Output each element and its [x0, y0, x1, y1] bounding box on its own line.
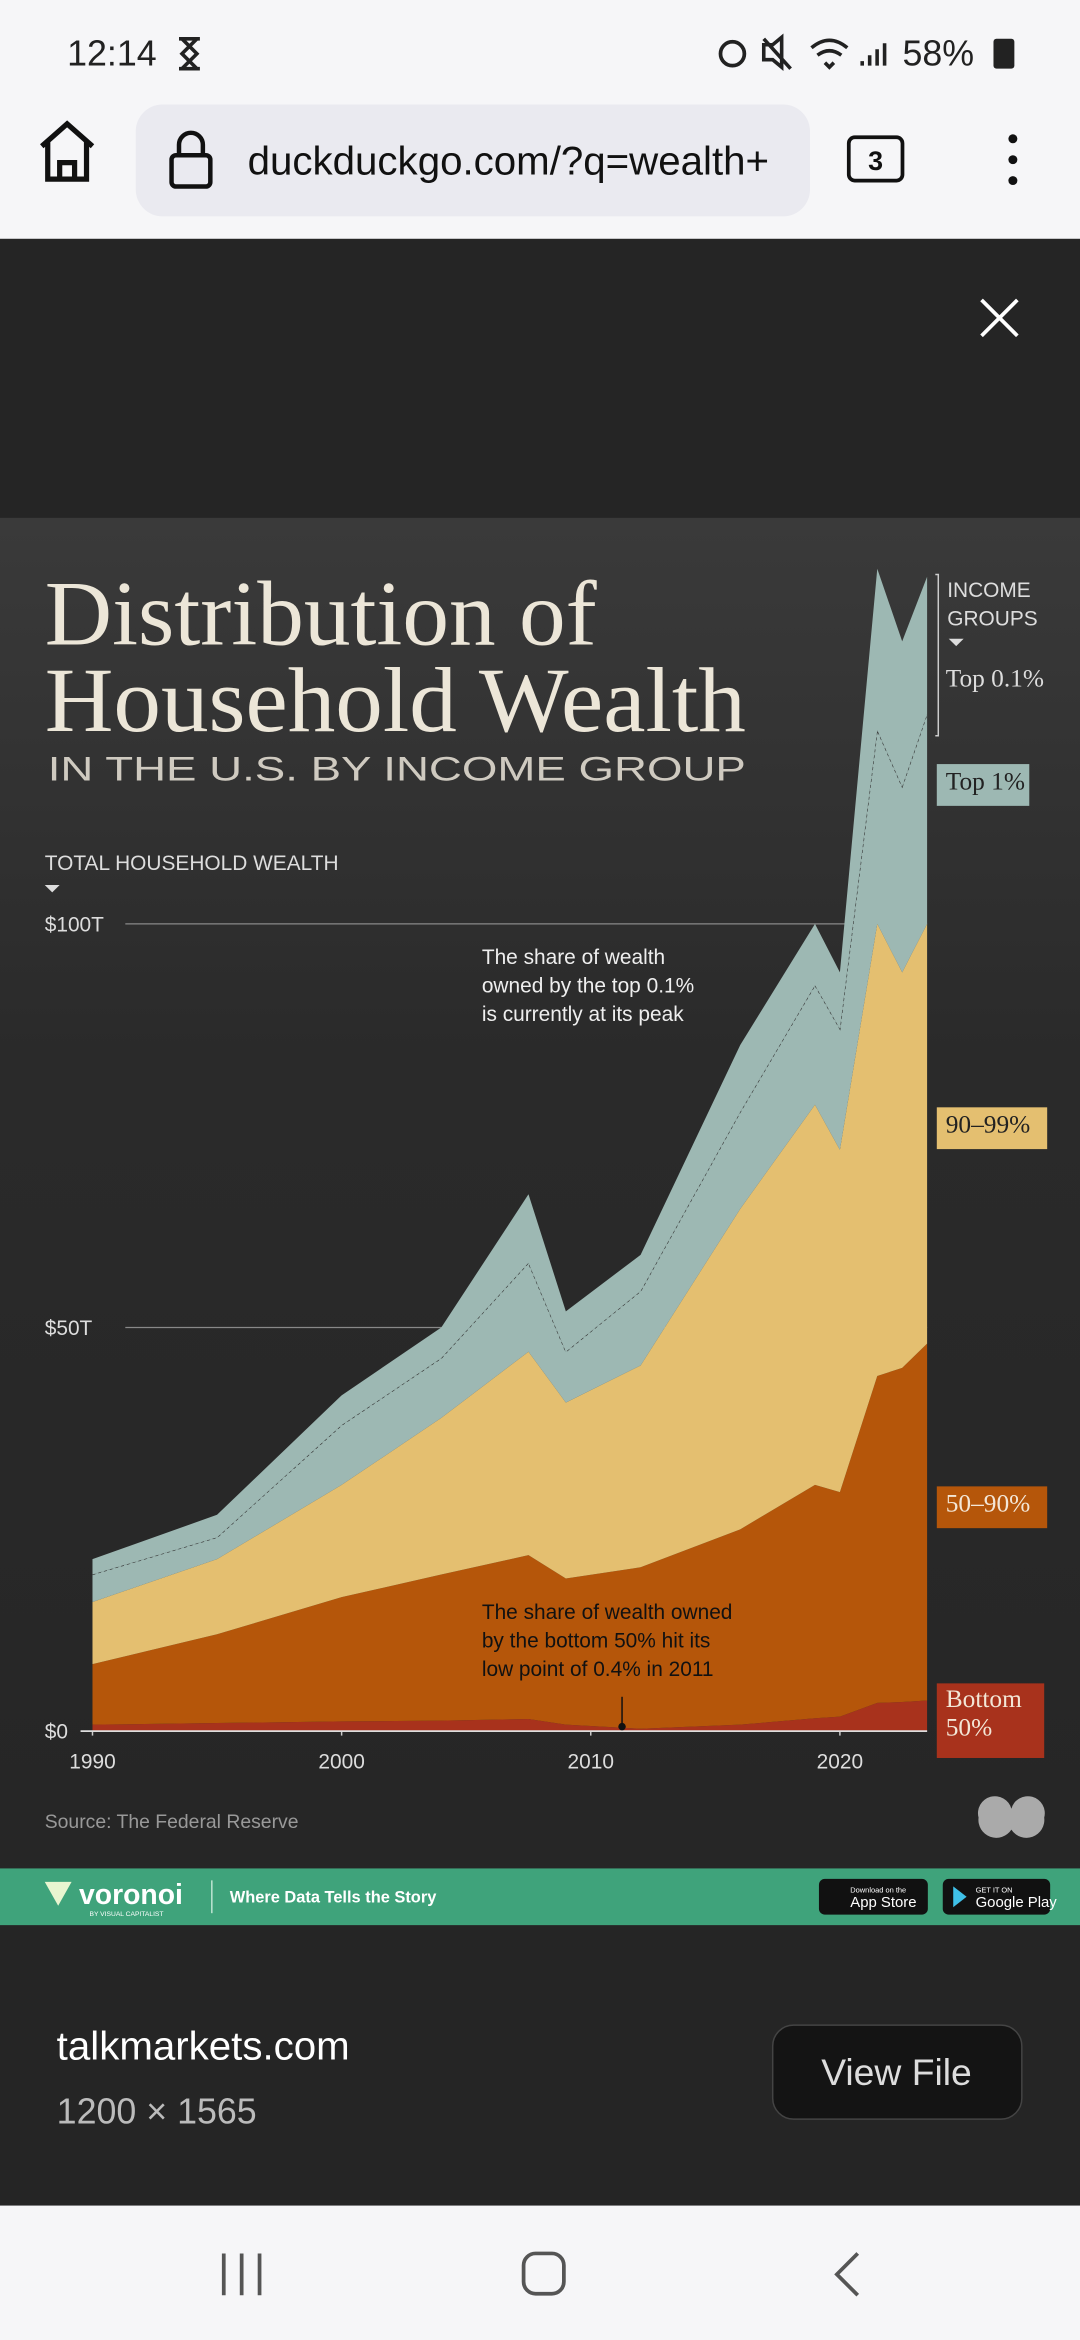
app-store-badge [818, 1878, 928, 1915]
signal-icons [810, 38, 887, 70]
legend-label: Top 0.1% [945, 664, 1044, 693]
annotation: low point of 0.4% in 2011 [482, 1658, 714, 1681]
mute-icon [761, 33, 792, 71]
legend-label-wrap: 90–99% [945, 1110, 1031, 1139]
lock-icon [169, 152, 213, 189]
tagline: Where Data Tells the Story [230, 1889, 437, 1907]
app-store-big: App Store [850, 1894, 916, 1911]
chart-subtitle: IN THE U.S. BY INCOME GROUP [48, 750, 746, 788]
home-nav-button[interactable] [521, 2251, 566, 2296]
brand-logo [44, 1881, 72, 1906]
hourglass-icon [179, 37, 200, 71]
play-icon [953, 1886, 967, 1908]
close-button[interactable] [980, 298, 1019, 338]
legend-box [936, 1683, 1045, 1758]
legend-box [936, 764, 1030, 806]
tabs-button[interactable] [846, 135, 905, 183]
tab-count[interactable]: 3 [868, 146, 883, 176]
alarm-icon [718, 39, 747, 68]
y-tick-label: $50T [45, 1317, 93, 1340]
annotation-dot [618, 1722, 626, 1731]
vc-logo [977, 1796, 1045, 1838]
legend-arrow [948, 638, 964, 647]
source-site: talkmarkets.com [57, 2023, 350, 2068]
address-bar[interactable] [135, 104, 810, 217]
legend-label: Top 1% [945, 767, 1025, 796]
legend-box [936, 1486, 1048, 1529]
legend-label: 50–90% [945, 1489, 1031, 1518]
recents-button[interactable] [221, 2253, 262, 2296]
x-tick-label: 2000 [318, 1750, 364, 1773]
brand-name: voronoi [79, 1879, 183, 1911]
image-dimensions: 1200 × 1565 [57, 2092, 257, 2132]
y-axis-label: TOTAL HOUSEHOLD WEALTH [45, 852, 339, 875]
view-file-label[interactable]: View File [821, 2051, 972, 2093]
annotation: The share of wealth [482, 946, 665, 969]
legend-label-wrap: Top 0.1% [945, 664, 1044, 693]
back-button[interactable] [834, 2252, 860, 2297]
legend-label-wrap: Top 1% [945, 767, 1025, 796]
legend-title: GROUPS [947, 607, 1037, 630]
home-button[interactable] [40, 120, 95, 182]
annotation: The share of wealth owned [482, 1601, 733, 1624]
chart-title: Distribution of [45, 564, 597, 666]
y-label-arrow [44, 884, 60, 893]
annotation: by the bottom 50% hit its [482, 1630, 711, 1653]
annotation: is currently at its peak [482, 1003, 684, 1026]
lock-shackle [176, 130, 206, 156]
area [92, 923, 928, 1665]
source: Source: The Federal Reserve [45, 1811, 299, 1833]
annotation: owned by the top 0.1% [482, 974, 694, 997]
brand-sub: BY VISUAL CAPITALIST [90, 1911, 164, 1918]
x-tick-label: 1990 [69, 1750, 115, 1773]
url-text[interactable]: duckduckgo.com/?q=wealth+ [248, 139, 769, 184]
legend-box [936, 1107, 1048, 1150]
battery-icon [993, 38, 1015, 69]
x-tick-label: 2020 [817, 1750, 863, 1773]
legend-title: INCOME [947, 579, 1031, 602]
google-play-badge [942, 1878, 1051, 1915]
chart-title: Household Wealth [45, 650, 746, 752]
legend-label: Bottom 50% [945, 1684, 1022, 1742]
legend-label: 90–99% [945, 1110, 1031, 1139]
area [92, 1700, 928, 1732]
area [92, 1343, 928, 1729]
app-store-small: Download on the [850, 1885, 906, 1894]
nav-bar [0, 2205, 1080, 2340]
legend-label-wrap: 50–90% [945, 1489, 1031, 1518]
google-play-small: GET IT ON [976, 1885, 1013, 1894]
area [92, 714, 928, 1602]
legend-label-wrap: Bottom 50% [945, 1684, 1022, 1742]
clock: 12:14 [67, 34, 157, 74]
y-tick-label: $0 [45, 1721, 68, 1744]
menu-button[interactable] [1008, 134, 1018, 186]
view-file-button[interactable] [771, 2024, 1023, 2120]
google-play-big: Google Play [976, 1894, 1058, 1911]
battery-text: 58% [902, 34, 974, 74]
area [92, 568, 928, 1575]
x-tick-label: 2010 [568, 1750, 614, 1773]
y-tick-label: $100T [45, 913, 104, 936]
top01-bracket [935, 573, 940, 737]
